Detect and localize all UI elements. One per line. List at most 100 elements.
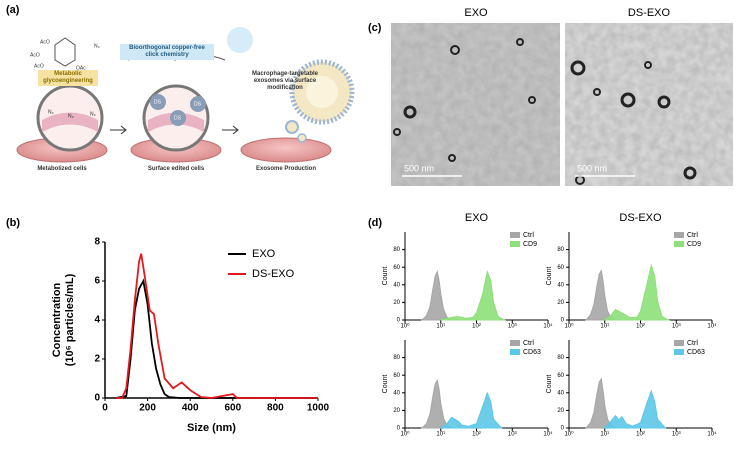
x-tick-label: 400 (182, 403, 199, 414)
chem-label: N₃ (90, 111, 96, 117)
x-tick-label: 10⁰ (400, 323, 410, 330)
x-tick-label: 10¹ (436, 432, 445, 438)
y-tick-label: 40 (557, 390, 564, 396)
legend-swatch (510, 241, 520, 247)
y-tick-label: 20 (393, 408, 400, 414)
legend-swatch (510, 232, 520, 238)
legend-label: CD9 (687, 241, 701, 248)
x-tick-label: 10⁴ (543, 323, 553, 330)
step-caption: Metabolized cells (37, 166, 87, 172)
exosome (297, 133, 307, 143)
histogram-area (603, 263, 671, 321)
chem-label: AcO (40, 39, 50, 45)
chem-label: OAc (76, 65, 86, 71)
legend-label: Ctrl (523, 232, 534, 239)
arrow (110, 125, 127, 135)
exosome (285, 120, 299, 134)
panel-label: (a) (6, 4, 20, 16)
legend-label: DS-EXO (252, 268, 295, 280)
legend-swatch (510, 349, 520, 355)
ds-sphere (190, 96, 206, 112)
y-axis-label: Concentration (51, 282, 63, 357)
step-title: Macrophage-targetable exosomes via surfa… (251, 71, 318, 91)
step-title: Bioorthogonal copper-free click chemistr… (120, 44, 214, 60)
y-tick-label: 6 (94, 276, 100, 287)
step-title: Metabolic glycoengineering (38, 70, 98, 86)
chem-label: DS (174, 115, 182, 121)
x-tick-label: 10⁴ (707, 431, 717, 438)
y-axis-label: (10⁶ particles/mL) (64, 273, 76, 366)
schematic (16, 27, 355, 163)
y-tick-label: 60 (557, 373, 564, 379)
legend-swatch (674, 340, 684, 346)
x-tick-label: 10⁴ (543, 431, 553, 438)
y-tick-label: 20 (557, 300, 564, 306)
x-tick-label: 10³ (672, 324, 681, 330)
y-axis-label: Count (382, 267, 389, 286)
x-tick-label: 10⁴ (707, 323, 717, 330)
histogram-area (603, 389, 667, 429)
legend-label: CD63 (687, 349, 705, 356)
chem-label: DS (154, 99, 162, 105)
x-tick-label: 10¹ (600, 324, 609, 330)
chart-title: EXO (465, 212, 489, 224)
legend-label: EXO (252, 248, 276, 260)
x-tick-label: 10¹ (436, 324, 445, 330)
x-tick-label: 1000 (307, 403, 330, 414)
scale-bar-label: 500 nm (404, 163, 434, 173)
histogram-area (584, 269, 618, 321)
image-title: DS-EXO (628, 7, 671, 19)
y-axis-label: Count (382, 375, 389, 394)
petri-dish (240, 137, 332, 163)
step-caption: Exosome Production (255, 166, 316, 172)
molecule (54, 37, 76, 67)
y-tick-label: 0 (561, 318, 565, 324)
x-tick-label: 10² (472, 324, 481, 330)
x-tick-label: 600 (224, 403, 241, 414)
x-tick-label: 10² (472, 432, 481, 438)
x-tick-label: 800 (267, 403, 284, 414)
y-tick-label: 60 (393, 265, 400, 271)
line-series (115, 278, 318, 399)
chem-label: AcO (34, 63, 44, 69)
chem-label: N₃ (94, 43, 100, 49)
x-tick-label: 10³ (672, 432, 681, 438)
vesicles (393, 38, 697, 185)
chem-labels: AcO AcO AcO OAc N₃ N₃ N₃ N₃ DS DS DS (30, 39, 202, 121)
x-axis-label: Size (nm) (187, 422, 236, 434)
chem-label: N₃ (48, 109, 54, 115)
x-tick-label: 10⁰ (400, 431, 410, 438)
x-tick-label: 10¹ (600, 432, 609, 438)
y-tick-label: 0 (397, 426, 401, 432)
y-tick-label: 80 (393, 355, 400, 361)
y-tick-label: 0 (561, 426, 565, 432)
legend-swatch (674, 241, 684, 247)
legend-label: Ctrl (523, 340, 534, 347)
panel-label: (b) (6, 217, 20, 229)
legend-swatch (674, 232, 684, 238)
line-series (115, 253, 318, 399)
tem-texture (565, 23, 733, 186)
x-tick-label: 10⁰ (564, 431, 574, 438)
chem-label: N₃ (68, 113, 74, 119)
y-axis-label: Count (546, 375, 553, 394)
legend-label: Ctrl (687, 232, 698, 239)
y-axis-label: Count (546, 267, 553, 286)
y-tick-label: 40 (393, 282, 400, 288)
legend-label: CD9 (523, 241, 537, 248)
y-tick-label: 0 (397, 318, 401, 324)
chem-label: DS (194, 101, 202, 107)
legend-label: CD63 (523, 349, 541, 356)
step-caption: Surface edited cells (147, 166, 205, 172)
x-tick-label: 10² (636, 432, 645, 438)
y-tick-label: 80 (393, 247, 400, 253)
chart-title: DS-EXO (619, 212, 662, 224)
legend-swatch (674, 349, 684, 355)
histogram-area (439, 391, 503, 429)
chem-label: AcO (30, 52, 40, 58)
y-tick-label: 60 (393, 373, 400, 379)
legend-swatch (510, 340, 520, 346)
membrane (42, 112, 98, 132)
y-tick-label: 80 (557, 247, 564, 253)
